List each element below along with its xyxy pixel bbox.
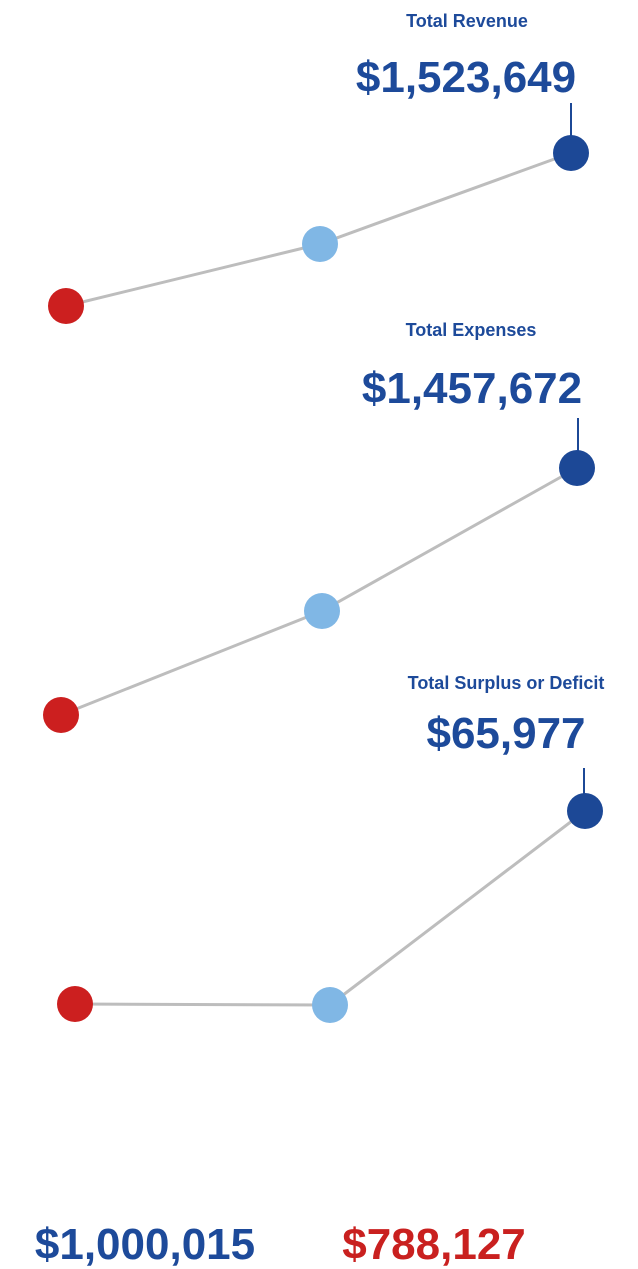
revenue-panel: Total Revenue $1,523,649 <box>48 11 589 324</box>
panel-value: $1,457,672 <box>362 364 582 413</box>
expenses-panel: Total Expenses $1,457,672 <box>43 320 595 733</box>
dot <box>48 288 84 324</box>
panel-title: Total Surplus or Deficit <box>408 673 605 693</box>
dot <box>43 697 79 733</box>
dot <box>57 986 93 1022</box>
surplus-panel: Total Surplus or Deficit $65,977 <box>57 673 604 1023</box>
panel-value: $1,523,649 <box>356 53 576 102</box>
dot <box>304 593 340 629</box>
dot <box>553 135 589 171</box>
footer-right-value: $788,127 <box>342 1220 526 1269</box>
footer-left-value: $1,000,015 <box>35 1220 255 1269</box>
panel-value: $65,977 <box>426 709 585 758</box>
panel-title: Total Revenue <box>406 11 528 31</box>
dot <box>567 793 603 829</box>
trend-line <box>74 809 586 1007</box>
panel-title: Total Expenses <box>406 320 537 340</box>
dot <box>559 450 595 486</box>
dot <box>312 987 348 1023</box>
dot <box>302 226 338 262</box>
